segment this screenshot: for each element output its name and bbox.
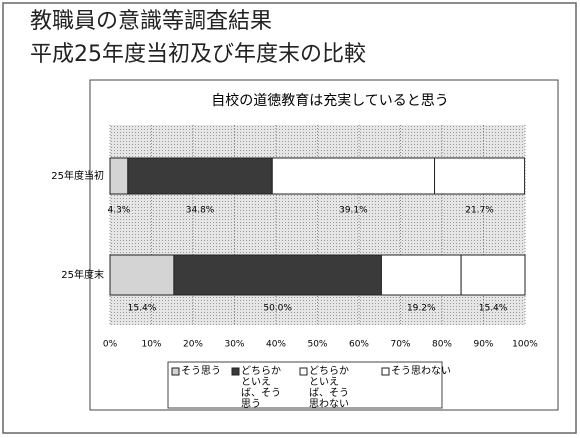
bar <box>109 157 129 195</box>
x-tick-label: 60% <box>349 340 369 350</box>
bar <box>173 254 382 296</box>
legend-label: どちらかといえば、そう思う <box>241 366 281 410</box>
data-label: 34.8% <box>186 206 215 216</box>
legend-swatch <box>381 367 390 376</box>
x-tick-label: 10% <box>141 340 161 350</box>
x-tick-label: 40% <box>266 340 286 350</box>
chart-title: 自校の道徳教育は充実していると思う <box>211 92 449 109</box>
x-tick-label: 0% <box>103 340 118 350</box>
y-tick-label: 25年度当初 <box>51 169 104 182</box>
slide-title: 教職員の意識等調査結果 <box>30 9 272 34</box>
legend-label: そう思う <box>181 366 221 377</box>
x-tick-label: 90% <box>473 340 493 350</box>
x-tick-label: 20% <box>183 340 203 350</box>
data-label: 50.0% <box>263 304 292 314</box>
legend-swatch <box>231 367 240 376</box>
legend-label: どちらかといえば、そう思わない <box>309 366 349 410</box>
x-tick-label: 50% <box>307 340 327 350</box>
legend-swatch <box>299 367 308 376</box>
x-tick-label: 30% <box>224 340 244 350</box>
bar <box>109 254 175 296</box>
bar <box>271 157 436 195</box>
x-tick-label: 70% <box>390 340 410 350</box>
data-label: 4.3% <box>107 206 130 216</box>
legend-label: そう思わない <box>391 366 451 377</box>
data-label: 15.4% <box>128 304 157 314</box>
data-label: 21.7% <box>465 206 494 216</box>
bar <box>127 157 273 195</box>
x-tick-label: 80% <box>432 340 452 350</box>
y-tick-label: 25年度末 <box>61 268 104 281</box>
slide-title: 平成25年度当初及び年度末の比較 <box>30 42 366 67</box>
data-label: 39.1% <box>339 206 368 216</box>
bar <box>380 254 462 296</box>
legend-swatch <box>171 367 180 376</box>
data-label: 19.2% <box>407 304 436 314</box>
x-tick-label: 100% <box>512 340 538 350</box>
data-label: 15.4% <box>479 304 508 314</box>
bar <box>460 254 526 296</box>
bar <box>434 157 526 195</box>
